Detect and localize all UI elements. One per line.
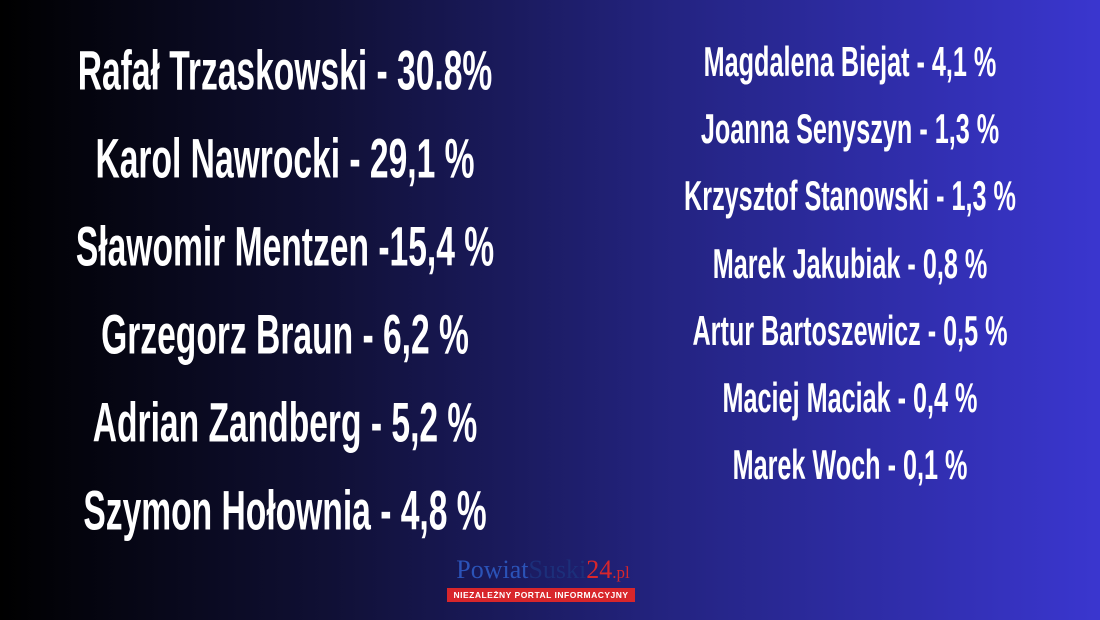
result-right: Marek Jakubiak - 0,8 % — [712, 239, 988, 287]
logo-part: .pl — [612, 563, 630, 582]
result-left: Rafał Trzaskowski - 30.8% — [77, 38, 493, 102]
result-right: Marek Woch - 0,1 % — [732, 441, 968, 489]
result-left: Grzegorz Braun - 6,2 % — [101, 302, 469, 366]
result-left: Szymon Hołownia - 4,8 % — [83, 478, 487, 542]
result-left: Sławomir Mentzen -15,4 % — [75, 214, 495, 278]
logo-part: 24 — [586, 555, 613, 584]
result-right: Artur Bartoszewicz - 0,5 % — [692, 306, 1008, 354]
result-left: Karol Nawrocki - 29,1 % — [95, 126, 475, 190]
logo: PowiatSuski24.pl — [456, 555, 630, 585]
result-left: Adrian Zandberg - 5,2 % — [92, 390, 478, 454]
logo-tagline: NIEZALEŻNY PORTAL INFORMACYJNY — [447, 588, 635, 602]
logo-part: Powiat — [456, 555, 529, 584]
result-right: Maciej Maciak - 0,4 % — [722, 374, 978, 421]
logo-part: Suski — [528, 555, 587, 584]
result-right: Magdalena Biejat - 4,1 % — [703, 38, 997, 85]
result-right: Krzysztof Stanowski - 1,3 % — [684, 172, 1016, 220]
result-right: Joanna Senyszyn - 1,3 % — [700, 105, 1000, 153]
